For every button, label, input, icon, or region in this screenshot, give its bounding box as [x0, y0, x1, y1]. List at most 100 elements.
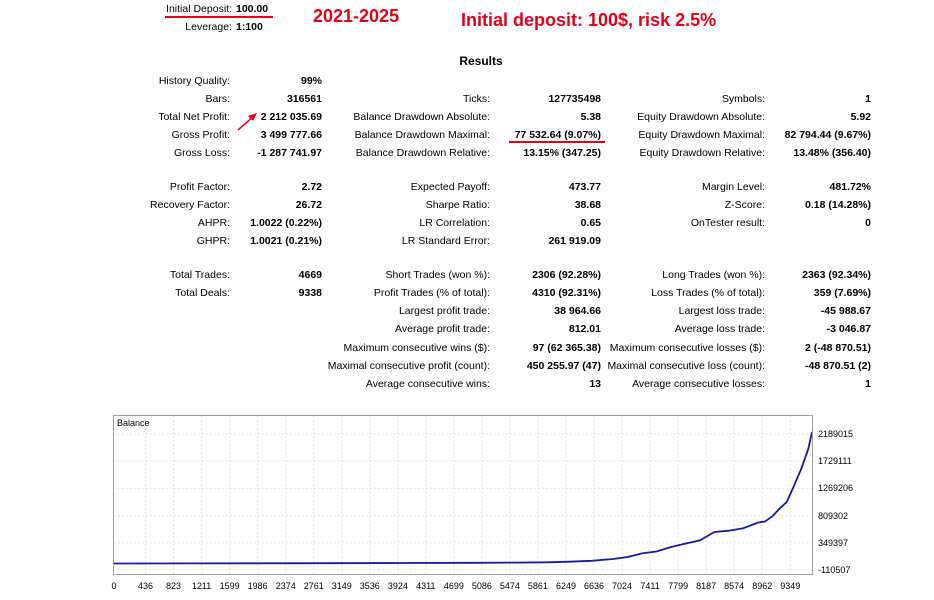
stat-value: -45 988.67	[820, 305, 871, 317]
stat-label: Total Net Profit:	[158, 111, 230, 123]
stat-label: Maximal consecutive loss (count):	[607, 360, 765, 372]
x-tick-label: 7024	[612, 581, 633, 591]
stat-label: Maximum consecutive wins ($):	[343, 342, 490, 354]
stat-label: Ticks:	[462, 93, 490, 105]
y-tick-label: 1269206	[818, 483, 854, 494]
y-tick-label: 349397	[818, 537, 849, 548]
initial-deposit-value: 100.00	[236, 3, 269, 15]
arrow-annotation-icon	[237, 113, 257, 131]
x-tick-label: 2761	[303, 581, 324, 591]
stat-label: Total Deals:	[175, 287, 230, 299]
stat-value: 0	[865, 217, 871, 229]
stat-value: 812.01	[568, 323, 601, 335]
x-tick-label: 8187	[696, 581, 717, 591]
results-title: Results	[459, 54, 503, 68]
x-tick-label: 5861	[527, 581, 548, 591]
stat-label: Average consecutive wins:	[365, 378, 490, 390]
stat-label: Equity Drawdown Relative:	[639, 147, 765, 159]
stat-value: 4310 (92.31%)	[532, 287, 601, 299]
stat-label: Average loss trade:	[674, 323, 765, 335]
x-tick-label: 2374	[275, 581, 296, 591]
stat-label: LR Standard Error:	[401, 235, 490, 247]
stat-label: Maximal consecutive profit (count):	[327, 360, 490, 372]
stat-value: 316561	[286, 93, 322, 105]
stat-value: 1.0021 (0.21%)	[250, 235, 322, 247]
stat-value: 2306 (92.28%)	[532, 269, 601, 281]
stat-value: 9338	[298, 287, 322, 299]
x-tick-label: 7799	[668, 581, 689, 591]
balance-series-line	[114, 431, 812, 565]
stat-label: Margin Level:	[701, 181, 765, 193]
x-tick-label: 4311	[416, 581, 436, 591]
stat-label: OnTester result:	[690, 217, 765, 229]
stat-label: Average profit trade:	[395, 323, 490, 335]
stat-value: 97 (62 365.38)	[532, 342, 601, 354]
stat-label: GHPR:	[196, 235, 230, 247]
stat-value: 0.18 (14.28%)	[805, 199, 871, 211]
x-tick-label: 7411	[640, 581, 660, 591]
stat-label: Total Trades:	[169, 269, 230, 281]
stat-value: 2363 (92.34%)	[802, 269, 871, 281]
x-tick-label: 3536	[359, 581, 380, 591]
stat-value: 127735498	[548, 93, 601, 105]
stat-label: Loss Trades (% of total):	[651, 287, 765, 299]
stat-value: 2.72	[301, 181, 322, 193]
stat-value: 13	[589, 378, 601, 390]
stat-value: -1 287 741.97	[257, 147, 322, 159]
initial-deposit-underline	[165, 16, 273, 18]
stat-value: 473.77	[568, 181, 601, 193]
x-tick-label: 823	[166, 581, 182, 591]
stat-value: 38 964.66	[554, 305, 601, 317]
stat-value: 2 (-48 870.51)	[805, 342, 871, 354]
stat-value: 0.65	[580, 217, 601, 229]
stat-label: Gross Loss:	[173, 147, 230, 159]
stat-label: Symbols:	[721, 93, 765, 105]
y-tick-label: -110507	[818, 565, 851, 575]
stat-label: Expected Payoff:	[410, 181, 490, 193]
x-tick-label: 436	[138, 581, 154, 591]
stat-value: 481.72%	[829, 181, 871, 193]
leverage-label: Leverage:	[185, 21, 232, 33]
stat-value: 1.0022 (0.22%)	[250, 217, 322, 229]
x-tick-label: 3924	[387, 581, 408, 591]
stat-label: Equity Drawdown Maximal:	[638, 129, 765, 141]
stat-value: 4669	[298, 269, 322, 281]
period-annotation: 2021-2025	[313, 6, 400, 26]
stat-value: 5.38	[580, 111, 601, 123]
x-tick-label: 1986	[247, 581, 268, 591]
stat-label: LR Correlation:	[419, 217, 490, 229]
x-tick-label: 5086	[471, 581, 492, 591]
stat-value: 82 794.44 (9.67%)	[784, 129, 871, 141]
stat-label: Short Trades (won %):	[385, 269, 490, 281]
stat-label: Recovery Factor:	[150, 199, 230, 211]
x-tick-label: 3149	[331, 581, 352, 591]
stat-label: Profit Factor:	[169, 181, 230, 193]
leverage-value: 1:100	[236, 21, 263, 33]
stat-value: 99%	[300, 75, 322, 87]
x-tick-label: 6249	[555, 581, 577, 591]
stat-value: 1	[865, 93, 871, 105]
chart-title: Balance	[117, 418, 150, 428]
stat-label: Balance Drawdown Maximal:	[354, 129, 490, 141]
x-tick-label: 9349	[780, 581, 801, 591]
stat-value: 77 532.64 (9.07%)	[514, 129, 601, 141]
stat-value: -3 046.87	[826, 323, 871, 335]
x-tick-label: 6636	[583, 581, 604, 591]
stat-label: Equity Drawdown Absolute:	[637, 111, 765, 123]
x-tick-label: 1599	[219, 581, 240, 591]
stat-value: 13.15% (347.25)	[523, 147, 601, 159]
stat-value: 261 919.09	[548, 235, 601, 247]
stat-value: 359 (7.69%)	[813, 287, 871, 299]
initial-deposit-label: Initial Deposit:	[166, 3, 232, 15]
stat-value: 3 499 777.66	[260, 129, 322, 141]
stat-value: 5.92	[850, 111, 871, 123]
stat-label: Average consecutive losses:	[632, 378, 765, 390]
headline-annotation: Initial deposit: 100$, risk 2.5%	[461, 10, 717, 30]
stat-label: Sharpe Ratio:	[425, 199, 490, 211]
stat-label: AHPR:	[197, 217, 230, 229]
stat-label: History Quality:	[158, 75, 230, 87]
stat-value: 38.68	[574, 199, 601, 211]
y-tick-label: 1729111	[818, 456, 852, 467]
stat-value: -48 870.51 (2)	[805, 360, 871, 372]
stat-label: Profit Trades (% of total):	[373, 287, 490, 299]
